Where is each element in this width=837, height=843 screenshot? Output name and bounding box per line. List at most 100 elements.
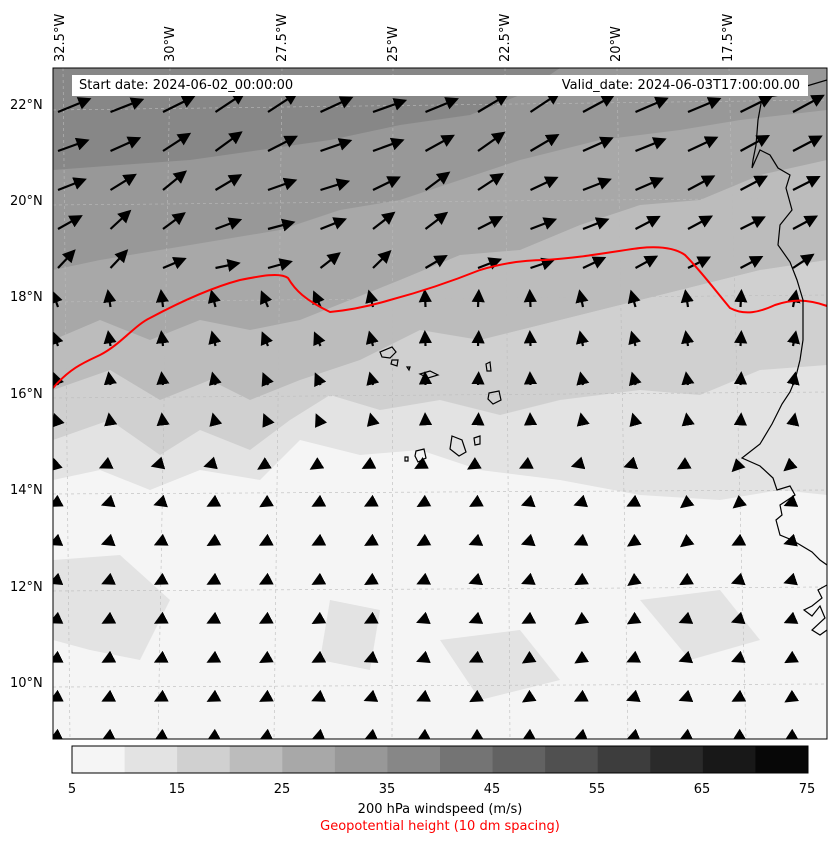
- wind-arrow: [424, 254, 448, 269]
- colorbar-segment: [229, 746, 283, 773]
- colorbar-segment: [334, 746, 388, 773]
- wind-arrow: [626, 494, 642, 507]
- wind-arrow: [259, 650, 274, 663]
- wind-arrow: [311, 650, 327, 663]
- wind-arrow: [214, 91, 246, 113]
- geopotential-height-contour: [53, 246, 827, 389]
- wind-vectors: [53, 91, 825, 739]
- wind-arrow: [733, 412, 748, 426]
- wind-arrow: [783, 457, 798, 472]
- wind-arrow: [156, 371, 170, 386]
- wind-arrow: [792, 135, 823, 152]
- wind-arrow: [57, 249, 76, 269]
- coastline-guinea: [802, 584, 827, 636]
- colorbar-segment: [387, 746, 441, 773]
- colorbar-tick: 65: [693, 782, 711, 797]
- wind-arrow: [529, 91, 561, 113]
- wind-arrow: [150, 456, 166, 470]
- wind-arrow: [110, 97, 145, 114]
- wind-arrow: [364, 572, 379, 585]
- wind-arrow: [320, 217, 347, 231]
- wind-arrow: [519, 456, 534, 469]
- lon-label: 27.5°W: [275, 13, 290, 62]
- wind-arrow: [574, 650, 590, 664]
- wind-arrow: [676, 457, 692, 470]
- colorbar: [72, 746, 809, 773]
- colorbar-segment: [650, 746, 704, 773]
- wind-arrow: [414, 456, 429, 469]
- wind-arrow: [372, 249, 392, 269]
- wind-arrow: [731, 728, 747, 739]
- wind-arrow: [424, 134, 455, 152]
- wind-arrow: [320, 138, 353, 153]
- wind-arrow: [153, 494, 168, 508]
- wind-arrow: [361, 456, 377, 469]
- wind-arrow: [206, 650, 222, 663]
- wind-arrow: [153, 728, 169, 739]
- wind-arrow: [521, 572, 536, 585]
- wind-arrow: [214, 131, 243, 152]
- wind-arrow: [311, 689, 326, 702]
- wind-arrow: [53, 457, 63, 472]
- wind-arrow: [153, 533, 169, 546]
- wind-arrow: [208, 371, 222, 386]
- wind-arrow: [523, 288, 537, 308]
- wind-arrow: [739, 255, 764, 269]
- lon-label: 20°W: [609, 26, 624, 62]
- wind-arrow: [468, 611, 484, 624]
- colorbar-tick: 15: [168, 782, 186, 797]
- wind-arrow: [573, 533, 589, 546]
- wind-arrow: [315, 413, 328, 428]
- wind-arrow: [207, 289, 221, 308]
- wind-arrow: [267, 92, 299, 113]
- wind-arrow: [259, 290, 273, 308]
- wind-arrow: [156, 330, 170, 347]
- wind-arrow: [477, 257, 503, 270]
- wind-arrow: [267, 258, 293, 271]
- lat-label: 18°N: [10, 290, 43, 305]
- colorbar-frame: [71, 745, 809, 774]
- wind-arrow: [267, 177, 298, 192]
- wind-arrow: [679, 494, 695, 509]
- wind-arrow: [730, 611, 746, 625]
- colorbar-segment: [545, 746, 599, 773]
- wind-arrow: [258, 572, 274, 585]
- cape-verde-islands: [379, 346, 502, 463]
- wind-arrow: [787, 330, 801, 347]
- wind-arrow: [731, 650, 746, 663]
- wind-arrow: [53, 728, 64, 739]
- wind-arrow: [740, 216, 766, 230]
- wind-arrow: [792, 253, 815, 269]
- wind-arrow: [582, 177, 612, 192]
- wind-arrow: [372, 176, 401, 191]
- wind-arrow: [260, 331, 273, 347]
- wind-arrow: [626, 533, 642, 547]
- wind-arrow: [109, 249, 129, 269]
- valid-date-text: Valid_date: 2024-06-03T17:00:00.00: [561, 78, 800, 93]
- colorbar-label: 200 hPa windspeed (m/s): [357, 802, 523, 817]
- wind-arrow: [311, 572, 327, 585]
- wind-arrow: [153, 572, 169, 585]
- wind-arrow: [784, 689, 800, 703]
- colorbar-tick: 75: [798, 782, 816, 797]
- wind-arrow: [786, 412, 800, 427]
- wind-arrow: [103, 371, 117, 386]
- wind-arrow: [783, 494, 799, 507]
- wind-arrow: [416, 494, 432, 507]
- wind-arrow: [477, 172, 504, 191]
- wind-arrow: [740, 95, 773, 113]
- wind-arrow: [416, 611, 431, 624]
- wind-arrow: [365, 330, 379, 347]
- wind-arrow: [53, 572, 64, 585]
- wind-arrow: [626, 650, 642, 663]
- wind-arrow: [312, 290, 325, 308]
- wind-arrow: [792, 176, 821, 191]
- colorbar-segment: [124, 746, 178, 773]
- wind-arrow: [520, 494, 536, 508]
- wind-arrow: [320, 96, 354, 113]
- wind-arrow: [679, 533, 695, 548]
- wind-arrow: [730, 572, 746, 586]
- wind-arrow: [100, 533, 116, 547]
- wind-arrow: [110, 136, 142, 153]
- wind-arrow: [687, 256, 712, 269]
